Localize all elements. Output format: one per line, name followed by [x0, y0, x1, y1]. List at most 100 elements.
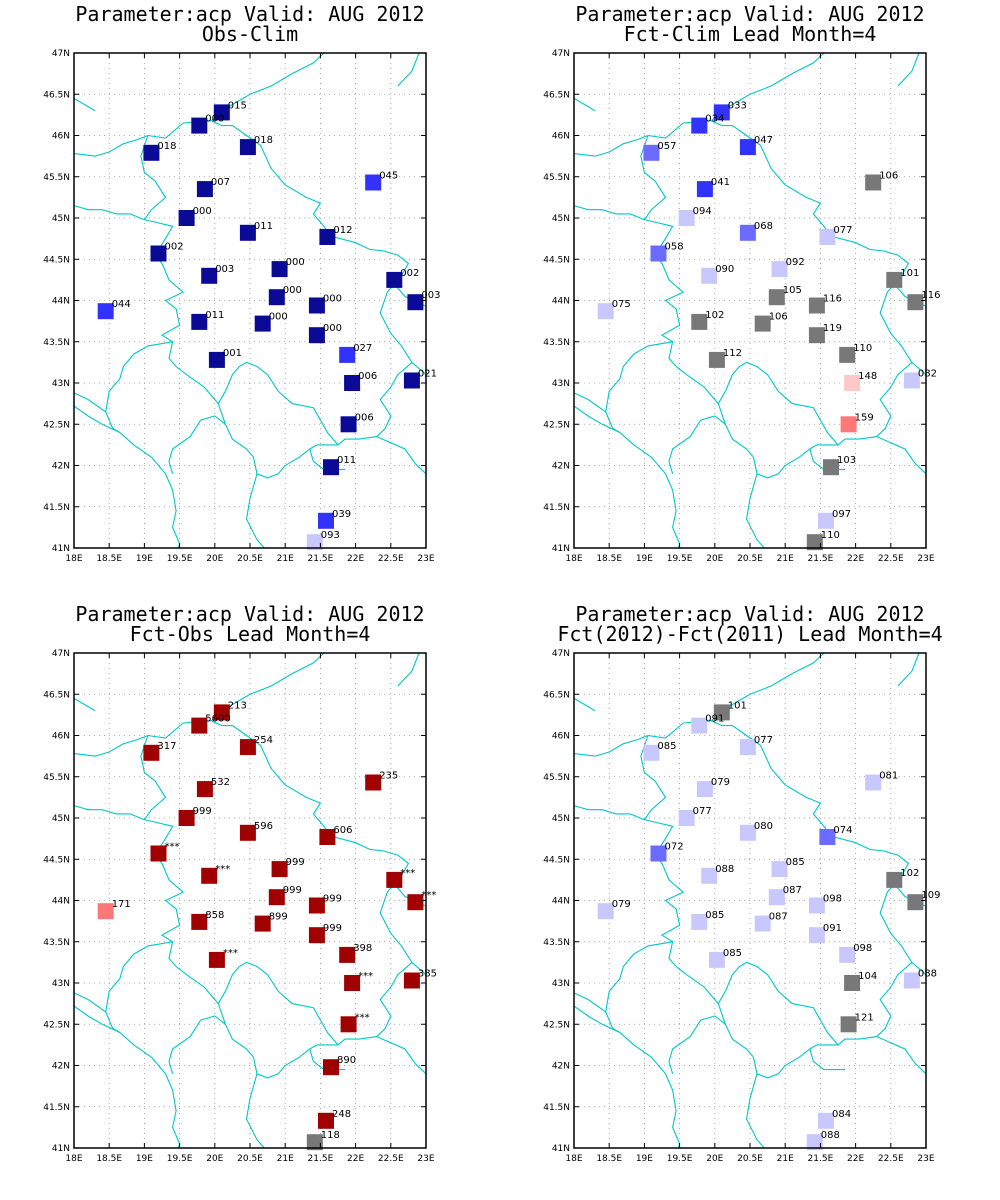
map-plot: 213 5600 254 317 235 532 999 596 606 *** 999 *** ***… [43, 649, 437, 1164]
map-plot: 101 091 077 085 081 079 077 080 074 072 085 088 102 0… [543, 649, 940, 1164]
gridlines [574, 53, 926, 548]
border-line [647, 120, 927, 307]
y-tick-label: 41.5N [543, 503, 570, 513]
axis-ticks: 18E 18.5E 19E 19.5E 20E 20.5E 21E 21.5E 22E 22.5E… [543, 49, 935, 564]
station-value-label: 011 [205, 310, 224, 321]
y-tick-label: 45.5N [43, 773, 70, 783]
station-marker [597, 903, 614, 920]
y-tick-label: 42.5N [43, 420, 70, 430]
station-value-label: 047 [754, 135, 773, 146]
x-tick-label: 19.5E [167, 1154, 193, 1164]
station-marker [818, 512, 834, 529]
border-line [573, 405, 681, 549]
station-marker [844, 975, 861, 991]
station-marker [213, 704, 230, 721]
station-marker [150, 845, 167, 862]
station-value-label: *** [358, 971, 373, 982]
station-marker [143, 744, 160, 761]
border-line [375, 361, 427, 475]
border-line [879, 275, 927, 376]
station-value-label: 899 [269, 912, 288, 923]
panel-subtitle: Fct-Clim Lead Month=4 [623, 22, 877, 46]
x-tick-label: 21.5E [808, 1154, 834, 1164]
y-tick-label: 41N [52, 544, 70, 554]
station-value-label: 101 [900, 268, 919, 279]
axis-ticks: 18E 18.5E 19E 19.5E 20E 20.5E 21E 21.5E 22E 22.5E… [43, 49, 435, 564]
station-marker [339, 346, 356, 363]
x-tick-label: 18.5E [596, 554, 622, 564]
station-value-label: 085 [657, 741, 676, 752]
x-tick-label: 22.5E [378, 554, 404, 564]
station-marker [839, 946, 856, 963]
border-line [147, 720, 427, 907]
station-marker [319, 829, 336, 845]
border-line [724, 424, 877, 479]
station-marker [597, 303, 614, 320]
border-line [217, 361, 339, 446]
station-marker [650, 845, 667, 862]
station-value-label: 057 [657, 141, 676, 152]
y-tick-label: 45.5N [543, 773, 570, 783]
border-line [573, 392, 607, 413]
station-marker [344, 975, 361, 991]
station-value-label: 003 [215, 264, 234, 275]
x-tick-label: 19.5E [667, 1154, 693, 1164]
station-value-label: *** [215, 864, 230, 875]
station-value-label: 079 [612, 899, 631, 910]
x-tick-label: 21.5E [308, 554, 334, 564]
station-marker [806, 1134, 823, 1151]
y-tick-label: 43N [552, 379, 570, 389]
station-marker [407, 294, 424, 311]
y-tick-label: 45N [52, 814, 70, 824]
y-tick-label: 45N [52, 214, 70, 224]
station-value-label: 044 [112, 299, 131, 310]
station-value-label: 5600 [205, 714, 230, 725]
y-tick-label: 43.5N [43, 338, 70, 348]
station-value-label: 097 [832, 509, 851, 520]
station-value-label: 091 [705, 714, 724, 725]
station-marker [768, 289, 785, 306]
station-marker [97, 303, 114, 320]
station-value-label: 098 [823, 894, 842, 905]
station-value-label: 087 [769, 912, 788, 923]
border-line [647, 720, 927, 907]
station-marker [319, 229, 336, 245]
y-tick-label: 45.5N [543, 173, 570, 183]
station-value-label: 235 [379, 771, 398, 782]
station-value-label: 112 [723, 348, 742, 359]
border-line [573, 1005, 681, 1149]
border-line [73, 734, 149, 757]
station-marker [407, 894, 424, 911]
panel-subtitle: Fct-Obs Lead Month=4 [129, 622, 371, 646]
y-tick-label: 43N [52, 979, 70, 989]
station-marker [907, 894, 924, 911]
y-tick-label: 42.5N [43, 1020, 70, 1030]
station-marker [903, 972, 920, 989]
panel-subtitle: Fct(2012)-Fct(2011) Lead Month=4 [557, 622, 943, 646]
station-value-label: 890 [337, 1055, 356, 1066]
station-marker [208, 951, 225, 968]
y-tick-label: 44N [52, 297, 70, 307]
border-line [73, 205, 145, 221]
station-marker [678, 810, 695, 826]
y-tick-label: 45N [552, 214, 570, 224]
station-value-label: 094 [693, 206, 712, 217]
x-tick-label: 21E [277, 554, 294, 564]
station-marker [323, 1059, 339, 1076]
y-tick-label: 46.5N [43, 90, 70, 100]
station-marker [403, 972, 420, 989]
station-value-label: *** [223, 948, 238, 959]
station-value-label: 088 [715, 864, 734, 875]
x-tick-label: 19E [636, 554, 653, 564]
station-marker [768, 889, 785, 906]
border-line [573, 205, 645, 221]
station-value-label: 385 [418, 969, 437, 980]
station-marker [339, 946, 356, 963]
station-marker [178, 810, 195, 826]
station-marker [754, 915, 771, 932]
station-marker [808, 897, 825, 914]
station-value-label: *** [165, 842, 180, 853]
panel-subtitle: Obs-Clim [201, 22, 299, 46]
station-value-label: 110 [821, 530, 840, 541]
station-value-label: 085 [705, 910, 724, 921]
